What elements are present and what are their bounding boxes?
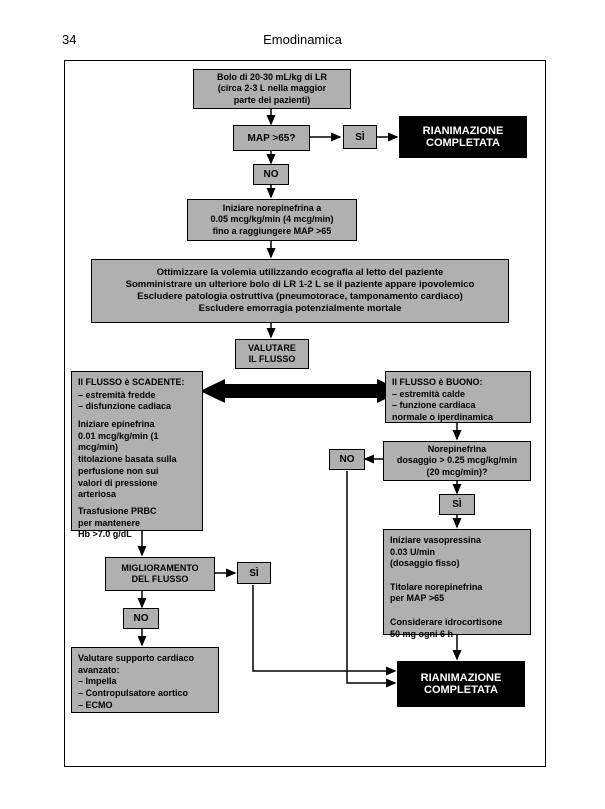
label-no-3: NO <box>123 608 159 629</box>
adv-l3: – ECMO <box>78 700 212 712</box>
adv-l2: – Contropulsatore aortico <box>78 688 212 700</box>
node-flow-bad: Il FLUSSO è SCADENTE: – estremità fredde… <box>71 371 203 531</box>
label-no-2: NO <box>329 449 365 470</box>
node-map65: MAP >65? <box>233 125 310 151</box>
label-si-2: SÌ <box>439 494 475 515</box>
bad-p2: Trasfusione PRBC per mantenere Hb >7.0 g… <box>78 506 196 541</box>
adv-l1: – Impella <box>78 676 212 688</box>
page: 34 Emodinamica <box>0 0 605 809</box>
node-evaluate-flow: VALUTARE IL FLUSSO <box>235 339 309 369</box>
node-optimize: Ottimizzare la volemia utilizzando ecogr… <box>91 259 509 323</box>
page-title: Emodinamica <box>0 32 605 47</box>
node-improvement: MIGLIORAMENTO DEL FLUSSO <box>105 557 215 591</box>
bad-l2: – disfunzione cadiaca <box>78 401 171 411</box>
node-done-2: RIANIMAZIONE COMPLETATA <box>397 661 525 707</box>
node-done-1: RIANIMAZIONE COMPLETATA <box>399 116 527 158</box>
node-vasopressin: Iniziare vasopressina 0.03 U/min (dosagg… <box>383 529 531 635</box>
adv-title: Valutare supporto cardiaco avanzato: <box>78 653 212 676</box>
label-si-1: SÌ <box>343 125 377 149</box>
bad-p1: Iniziare epinefrina 0.01 mcg/kg/min (1 m… <box>78 419 196 501</box>
good-l1: – estremità calde <box>392 389 524 401</box>
flowchart-frame: Bolo di 20-30 mL/kg di LR (circa 2-3 L n… <box>64 60 546 767</box>
label-si-3: SÌ <box>237 562 271 584</box>
bad-l1: – estremità fredde <box>78 390 156 400</box>
node-flow-good: Il FLUSSO è BUONO: – estremità calde – f… <box>385 371 531 423</box>
label-no-1: NO <box>253 164 289 185</box>
node-advanced-support: Valutare supporto cardiaco avanzato: – I… <box>71 647 219 713</box>
node-bolus: Bolo di 20-30 mL/kg di LR (circa 2-3 L n… <box>193 69 351 109</box>
good-l2: – funzione cardiaca normale o iperdinami… <box>392 400 524 423</box>
node-dose-question: Norepinefrina dosaggio > 0.25 mcg/kg/min… <box>383 441 531 481</box>
bad-title: Il FLUSSO è SCADENTE: <box>78 377 196 389</box>
node-norepinephrine: Iniziare norepinefrina a 0.05 mcg/kg/min… <box>187 199 357 241</box>
good-title: Il FLUSSO è BUONO: <box>392 377 524 389</box>
